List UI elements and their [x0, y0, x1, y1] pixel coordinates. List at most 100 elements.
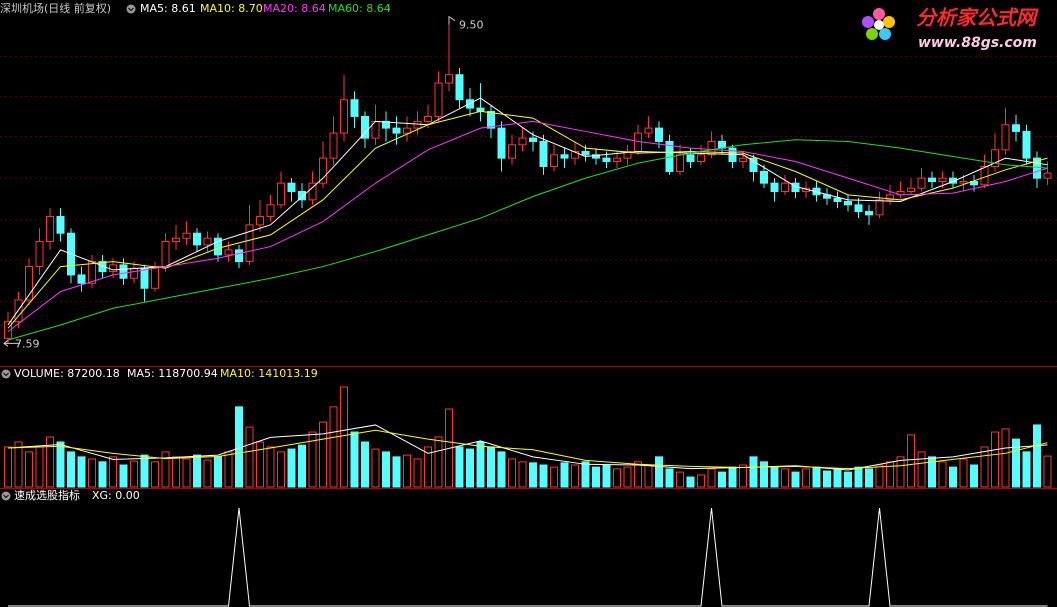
volume-bar	[403, 454, 411, 488]
volume-bar	[151, 461, 159, 488]
legend-entry: MA60: 8.64	[328, 2, 391, 15]
candle-body	[634, 132, 642, 152]
candle-body	[865, 211, 873, 216]
candle-body	[697, 154, 705, 162]
candle-body	[382, 120, 390, 129]
volume-bar	[109, 456, 117, 488]
volume-bar	[203, 459, 212, 488]
candle-body	[613, 157, 621, 162]
candle-body	[718, 140, 726, 149]
candle-body	[203, 237, 212, 246]
volume-bar	[46, 436, 54, 488]
candle-body	[760, 170, 768, 184]
volume-ma-line	[7, 424, 1048, 471]
volume-bar	[959, 458, 968, 488]
volume-bar	[193, 454, 201, 488]
volume-bar	[35, 446, 44, 488]
annotation-label: 9.50	[459, 19, 484, 32]
candle-body	[109, 264, 117, 273]
volume-bar	[67, 451, 75, 488]
candle-body	[739, 157, 747, 162]
candle-body	[917, 177, 926, 189]
candle-body	[854, 204, 863, 213]
candle-body	[88, 261, 96, 284]
candle-body	[35, 241, 44, 268]
volume-bar	[182, 458, 191, 488]
candle-body	[445, 74, 453, 84]
candle-body	[98, 261, 107, 273]
candle-body	[497, 127, 506, 159]
candle-body	[319, 157, 327, 184]
candle-body	[340, 99, 348, 134]
volume-bar	[812, 466, 821, 488]
volume-bar	[340, 386, 348, 488]
volume-bar	[739, 464, 747, 488]
volume-bar	[214, 456, 222, 488]
candle-body	[350, 99, 359, 117]
volume-bar	[392, 456, 401, 488]
candle-body	[1022, 130, 1031, 159]
candle-body	[529, 137, 537, 142]
legend-entry: 速成选股指标	[14, 488, 80, 502]
volume-bar	[707, 468, 716, 488]
candle-body	[928, 177, 936, 182]
candle-body	[781, 182, 789, 193]
volume-bar	[319, 421, 327, 488]
volume-bar	[623, 466, 632, 488]
candle-body	[161, 241, 170, 268]
candle-body	[413, 120, 422, 129]
volume-bar	[88, 458, 96, 488]
candle-body	[403, 127, 411, 134]
volume-bar	[896, 456, 905, 488]
candle-body	[518, 137, 527, 146]
volume-bar	[508, 458, 516, 488]
candle-body	[938, 177, 947, 182]
volume-bar	[224, 451, 233, 488]
volume-bar	[4, 446, 12, 488]
volume-bar	[728, 466, 737, 488]
candle-body	[4, 321, 12, 339]
volume-bar	[781, 468, 789, 488]
volume-bar	[329, 406, 338, 488]
volume-bar	[1001, 428, 1010, 488]
volume-bar	[161, 451, 170, 488]
volume-bar	[613, 468, 621, 488]
candle-body	[1033, 157, 1041, 179]
candle-body	[182, 232, 191, 239]
volume-bar	[130, 460, 138, 488]
volume-bar	[371, 448, 380, 488]
candle-body	[361, 115, 369, 139]
candle-body	[298, 191, 306, 201]
volume-bar	[539, 464, 548, 488]
volume-bar	[77, 456, 86, 488]
volume-bar	[298, 444, 306, 488]
candle-body	[770, 182, 779, 193]
volume-bar	[1022, 451, 1031, 488]
candle-body	[434, 82, 443, 117]
volume-bar	[487, 446, 495, 488]
candle-body	[455, 74, 464, 101]
volume-bar	[361, 441, 369, 488]
volume-bar	[592, 466, 600, 488]
volume-bar	[980, 446, 989, 488]
candle-body	[644, 127, 653, 134]
volume-bar	[529, 462, 537, 488]
volume-bar	[413, 458, 422, 488]
volume-bar	[718, 471, 726, 488]
candle-body	[256, 216, 264, 226]
volume-bar	[854, 466, 863, 488]
candle-body	[235, 249, 243, 263]
panel-icon	[1, 4, 136, 501]
logo-icon	[862, 8, 895, 40]
volume-bar	[970, 464, 978, 488]
legend-entry: MA5: 118700.94	[127, 367, 218, 380]
volume-bar	[802, 468, 810, 488]
volume-bar	[245, 426, 254, 488]
volume-bar	[382, 451, 390, 488]
candle-body	[749, 157, 758, 172]
candle-body	[266, 204, 275, 218]
legend-entry: MA5: 8.61	[140, 2, 196, 15]
